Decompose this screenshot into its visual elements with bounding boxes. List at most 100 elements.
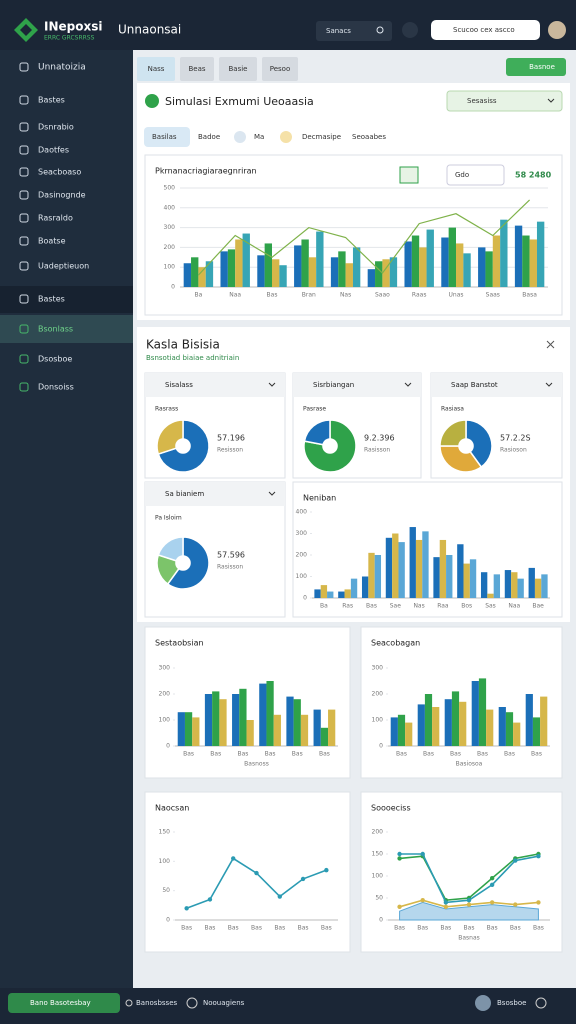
sidebar-item[interactable]: Dsosboe	[38, 355, 72, 364]
sidebar-item[interactable]: Seacboaso	[38, 168, 81, 177]
chip-active[interactable]	[144, 127, 190, 147]
bar	[471, 681, 479, 746]
bar	[536, 221, 545, 287]
filter-box[interactable]	[446, 164, 505, 186]
sidebar-item[interactable]: Dasinognde	[38, 191, 86, 200]
close-icon[interactable]	[546, 340, 555, 349]
bar	[404, 241, 412, 287]
x-tick-label: Bas	[210, 751, 221, 758]
panel-select[interactable]	[446, 90, 563, 112]
tab[interactable]	[262, 57, 298, 81]
chart-title: Neniban	[303, 494, 336, 503]
y-tick-label: 300	[372, 665, 384, 672]
chip[interactable]: Decmasipe	[302, 133, 341, 141]
avatar[interactable]	[548, 21, 566, 39]
point	[489, 876, 495, 881]
y-tick-label: 300	[164, 224, 176, 231]
x-tick-label: Nas	[413, 603, 424, 610]
pie-slice	[439, 419, 467, 447]
sidebar-item[interactable]: Boatse	[38, 237, 66, 246]
bar	[525, 694, 533, 746]
notify-button[interactable]	[402, 22, 418, 38]
sidebar-icon	[19, 261, 29, 271]
bar	[205, 261, 214, 287]
bar	[368, 552, 375, 598]
bar	[259, 683, 267, 746]
sidebar-item[interactable]: Donsoiss	[38, 383, 74, 392]
tab-label: Beas	[188, 65, 205, 73]
bar	[480, 572, 488, 598]
chevron	[547, 98, 555, 103]
bar	[308, 257, 317, 287]
bar	[191, 257, 199, 287]
sidebar-item[interactable]: Bsonlass	[38, 325, 73, 334]
bar	[511, 572, 518, 598]
user-avatar	[475, 995, 491, 1011]
search-box[interactable]	[316, 21, 392, 41]
pie-stat-sub: Resisson	[217, 447, 243, 454]
sidebar-item[interactable]: Dsnrabio	[38, 123, 74, 132]
footer-icon[interactable]	[535, 997, 547, 1009]
footer-item[interactable]: Banosbsses	[136, 999, 178, 1007]
card-title: Sisrbiangan	[313, 381, 354, 389]
tab[interactable]	[137, 57, 175, 81]
bar	[390, 717, 398, 746]
y-tick-label: 300	[159, 665, 171, 672]
bar	[330, 257, 339, 287]
sidebar-item[interactable]: Uadeptieuon	[38, 262, 89, 271]
x-axis-label: Basnas	[458, 935, 480, 942]
tab[interactable]	[180, 57, 214, 81]
account-box[interactable]	[431, 20, 540, 40]
bar	[448, 227, 456, 287]
chip[interactable]: Ma	[254, 133, 264, 141]
sidebar-item[interactable]: Rasraldo	[38, 214, 73, 223]
bar	[235, 239, 243, 287]
y-tick-label: 200	[296, 552, 308, 559]
chart-card	[360, 791, 563, 953]
x-tick-label: Bas	[450, 751, 461, 758]
bar	[220, 251, 228, 287]
chart-title: Seacobagan	[371, 639, 420, 648]
chevron[interactable]	[404, 382, 412, 387]
y-tick-label: 200	[372, 691, 384, 698]
brand: INepoxsi	[44, 20, 102, 34]
sidebar-icon	[19, 354, 29, 364]
point	[513, 858, 518, 863]
pie-stat: 9.2.396	[364, 434, 395, 443]
bar	[382, 259, 390, 287]
y-tick-label: 0	[303, 595, 307, 602]
chevron[interactable]	[268, 491, 276, 496]
point	[489, 900, 495, 905]
bar	[301, 239, 309, 287]
card-header	[431, 373, 562, 397]
user-name[interactable]: Bsosboe	[497, 999, 526, 1007]
sidebar-item[interactable]: Bastes	[38, 295, 65, 304]
y-tick-label: 50	[162, 887, 170, 894]
x-tick-label: Bas	[417, 925, 428, 932]
bar	[513, 722, 521, 746]
pie-slice	[303, 419, 331, 447]
chevron[interactable]	[268, 382, 276, 387]
y-tick-label: 100	[159, 858, 171, 865]
chevron[interactable]	[545, 382, 553, 387]
point	[420, 851, 425, 857]
sidebar-item[interactable]: Unnatoizia	[38, 63, 86, 73]
point	[466, 898, 472, 903]
bar	[398, 542, 405, 598]
sidebar-item[interactable]: Daotfes	[38, 146, 69, 155]
bar	[422, 531, 429, 598]
chip[interactable]: Badoe	[198, 133, 220, 141]
chip[interactable]: Basilas	[152, 133, 177, 141]
footer-icon	[186, 997, 198, 1009]
x-tick-label: Bae	[532, 603, 544, 610]
x-tick-label: Bas	[321, 925, 332, 932]
bar	[212, 691, 220, 746]
y-tick-label: 100	[372, 717, 384, 724]
action-button[interactable]	[506, 58, 566, 76]
tab[interactable]	[219, 57, 257, 81]
chip[interactable]: Seoaabes	[352, 133, 386, 141]
sidebar-item[interactable]: Bastes	[38, 96, 65, 105]
y-tick-label: 50	[375, 895, 383, 902]
status-pill[interactable]	[8, 993, 120, 1013]
footer-item[interactable]: Noouagiens	[203, 999, 245, 1007]
